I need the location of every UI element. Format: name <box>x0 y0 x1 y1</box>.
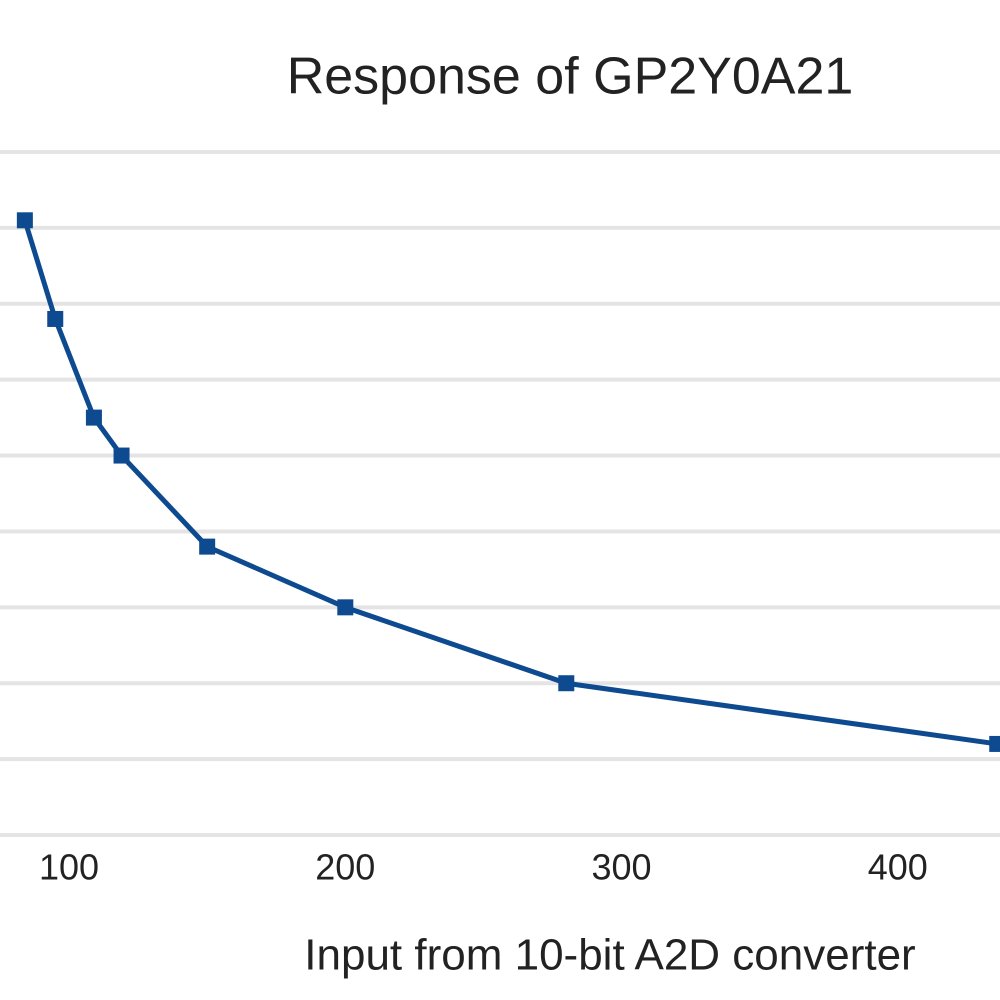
marker <box>199 538 216 555</box>
marker <box>989 735 1000 752</box>
x-tick-label: 100 <box>39 847 99 888</box>
marker <box>113 447 130 464</box>
x-tick-label: 200 <box>315 847 375 888</box>
x-axis-label: Input from 10-bit A2D converter <box>304 931 915 980</box>
marker <box>558 675 575 692</box>
marker <box>16 212 33 229</box>
chart-title: Response of GP2Y0A21 <box>287 48 854 106</box>
marker <box>85 409 102 426</box>
marker <box>47 310 64 327</box>
marker <box>337 599 354 616</box>
x-tick-label: 300 <box>592 847 652 888</box>
x-tick-label: 400 <box>868 847 928 888</box>
line <box>22 219 998 747</box>
